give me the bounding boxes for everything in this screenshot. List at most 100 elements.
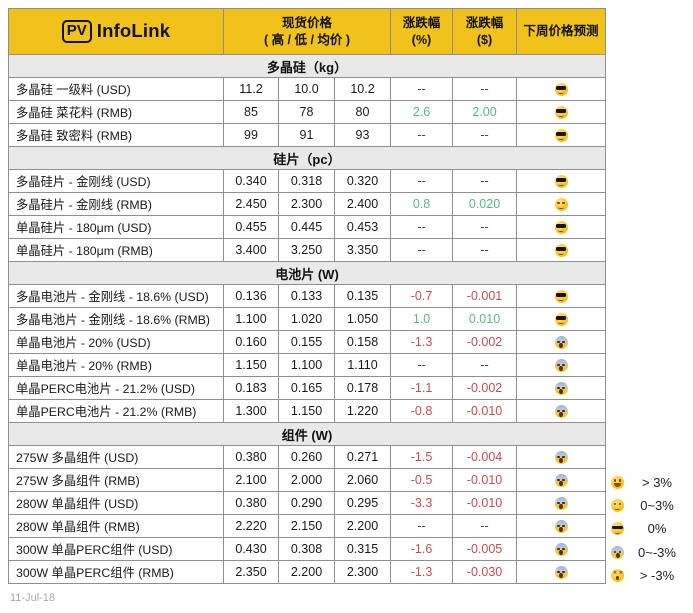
forecast-cell <box>516 307 607 331</box>
legend-item: > -3% <box>611 564 681 587</box>
price-table-body: 多晶硅（kg） 多晶硅 一级料 (USD) 11.2 10.0 10.2 -- -- 多晶硅 … <box>7 54 607 584</box>
product-label: 多晶硅片 - 金刚线 (RMB) <box>8 192 224 216</box>
price-low: 0.445 <box>278 215 335 239</box>
table-row: 多晶硅片 - 金刚线 (RMB) 2.450 2.300 2.400 0.8 0.020 <box>8 192 607 216</box>
table-row: 单晶电池片 - 20% (USD) 0.160 0.155 0.158 -1.3 -0.0… <box>8 330 607 354</box>
price-high: 0.455 <box>223 215 279 239</box>
price-high: 0.183 <box>223 376 279 400</box>
product-label: 多晶电池片 - 金刚线 - 18.6% (RMB) <box>8 307 224 331</box>
price-low: 0.165 <box>278 376 335 400</box>
change-pct: -- <box>390 169 454 193</box>
price-low: 0.290 <box>278 491 335 515</box>
price-high: 85 <box>223 100 279 124</box>
price-high: 2.220 <box>223 514 279 538</box>
forecast-cell <box>516 468 607 492</box>
price-high: 2.350 <box>223 560 279 584</box>
price-high: 99 <box>223 123 279 147</box>
price-low: 0.133 <box>278 284 335 308</box>
change-usd: -- <box>452 77 518 101</box>
change-usd: 2.00 <box>452 100 518 124</box>
change-pct: -1.5 <box>390 445 454 469</box>
change-usd: -- <box>452 215 518 239</box>
screaming-face-icon <box>554 451 568 465</box>
price-avg: 1.050 <box>333 307 392 331</box>
legend-item: 0% <box>611 517 681 540</box>
change-pct: -0.7 <box>390 284 454 308</box>
column-header-spot-price: 现货价格 ( 高 / 低 / 均价 ) <box>222 8 392 55</box>
legend-item: 0~-3% <box>611 541 681 564</box>
table-row: 275W 多晶组件 (RMB) 2.100 2.000 2.060 -0.5 -0.010 <box>8 468 607 492</box>
section-row: 电池片 (W) <box>7 261 607 285</box>
section-title-4: 组件 (W) <box>7 422 607 446</box>
product-label: 单晶电池片 - 20% (RMB) <box>8 353 224 377</box>
forecast-cell <box>516 399 607 423</box>
change-usd: -- <box>452 238 518 262</box>
sunglasses-face-icon <box>611 522 624 536</box>
laughing-face-icon <box>611 476 624 490</box>
change-usd: -0.030 <box>452 560 518 584</box>
price-high: 0.340 <box>223 169 279 193</box>
change-pct-title: 涨跌幅 <box>402 15 441 30</box>
change-usd: -- <box>452 353 518 377</box>
table-row: 多晶电池片 - 金刚线 - 18.6% (USD) 0.136 0.133 0.135… <box>8 284 607 308</box>
price-high: 2.450 <box>223 192 279 216</box>
forecast-cell <box>516 537 607 561</box>
product-label: 单晶电池片 - 20% (USD) <box>8 330 224 354</box>
price-high: 1.150 <box>223 353 279 377</box>
brand-name: InfoLink <box>96 20 171 42</box>
price-high: 0.380 <box>223 445 279 469</box>
price-avg: 0.295 <box>333 491 392 515</box>
change-usd: 0.010 <box>452 307 518 331</box>
table-row: 单晶硅片 - 180μm (USD) 0.455 0.445 0.453 -- -- <box>8 215 607 239</box>
product-label: 280W 单晶组件 (RMB) <box>8 514 224 538</box>
price-avg: 2.200 <box>333 514 392 538</box>
product-label: 多晶硅 菜花料 (RMB) <box>8 100 224 124</box>
price-avg: 80 <box>333 100 392 124</box>
table-header: PV InfoLink 现货价格 ( 高 / 低 / 均价 ) 涨跌幅 (%) … <box>8 8 607 55</box>
screaming-face-icon <box>611 545 624 559</box>
table-row: 单晶硅片 - 180μm (RMB) 3.400 3.250 3.350 -- -- <box>8 238 607 262</box>
section-title-3: 电池片 (W) <box>7 261 607 285</box>
forecast-cell <box>516 560 607 584</box>
table-row: 300W 单晶PERC组件 (USD) 0.430 0.308 0.315 -1.6 -0… <box>8 537 607 561</box>
change-pct: -- <box>390 123 454 147</box>
price-avg: 2.400 <box>333 192 392 216</box>
price-high: 1.100 <box>223 307 279 331</box>
forecast-cell <box>516 100 607 124</box>
price-avg: 3.350 <box>333 238 392 262</box>
price-low: 0.260 <box>278 445 335 469</box>
change-usd: -- <box>452 123 518 147</box>
sunglasses-face-icon <box>554 313 568 327</box>
price-low: 0.155 <box>278 330 335 354</box>
change-pct: -- <box>390 215 454 239</box>
section-title-1: 多晶硅（kg） <box>7 54 607 78</box>
price-high: 0.136 <box>223 284 279 308</box>
change-pct: -1.1 <box>390 376 454 400</box>
price-avg: 1.220 <box>333 399 392 423</box>
dizzy-face-icon <box>611 568 624 582</box>
table-row: 300W 单晶PERC组件 (RMB) 2.350 2.200 2.300 -1.3 -0… <box>8 560 607 584</box>
sunglasses-face-icon <box>554 221 568 235</box>
legend-label: 0~-3% <box>638 544 676 560</box>
change-usd: -0.002 <box>452 376 518 400</box>
screaming-face-icon <box>554 359 568 373</box>
price-high: 0.430 <box>223 537 279 561</box>
change-usd: 0.020 <box>452 192 518 216</box>
change-usd: -0.001 <box>452 284 518 308</box>
price-low: 2.000 <box>278 468 335 492</box>
screaming-face-icon <box>554 336 568 350</box>
price-low: 0.318 <box>278 169 335 193</box>
forecast-cell <box>516 238 607 262</box>
change-pct: -1.3 <box>390 560 454 584</box>
screaming-face-icon <box>554 405 568 419</box>
forecast-legend: > 3% 0~3% 0% 0~-3% > -3% <box>611 471 681 587</box>
table-row: 280W 单晶组件 (USD) 0.380 0.290 0.295 -3.3 -0.010 <box>8 491 607 515</box>
forecast-cell <box>516 284 607 308</box>
price-high: 1.300 <box>223 399 279 423</box>
price-low: 2.300 <box>278 192 335 216</box>
price-high: 0.380 <box>223 491 279 515</box>
sunglasses-face-icon <box>554 83 568 97</box>
price-low: 2.200 <box>278 560 335 584</box>
price-avg: 0.271 <box>333 445 392 469</box>
forecast-cell <box>516 330 607 354</box>
